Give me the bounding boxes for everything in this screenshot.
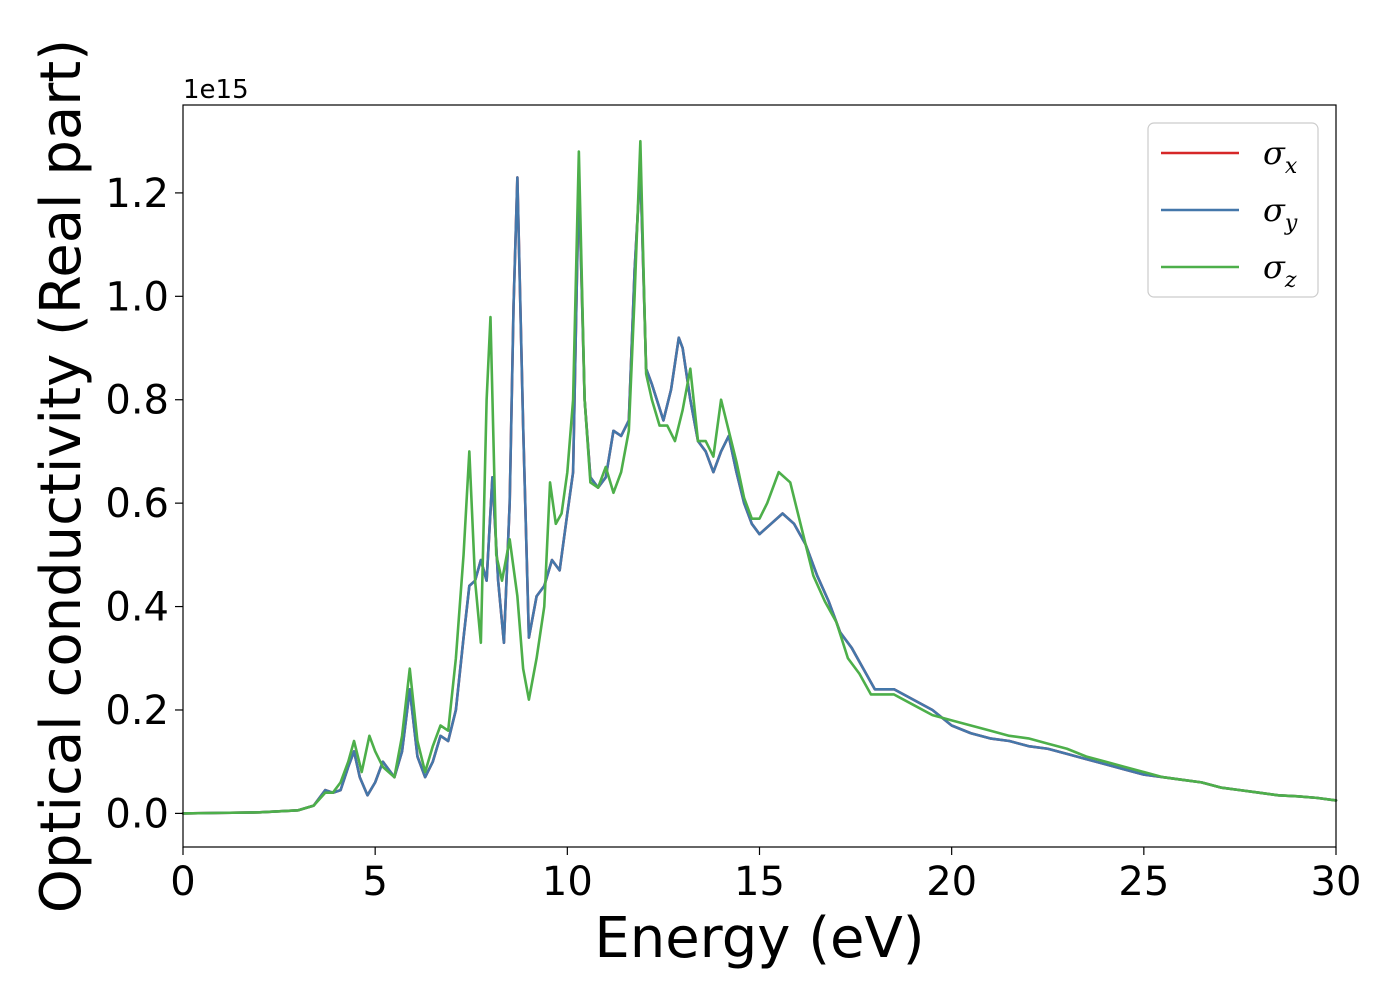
legend-label-z: σz	[1263, 248, 1297, 293]
y-tick-label: 0.2	[105, 688, 169, 734]
x-tick-label: 25	[1118, 859, 1169, 905]
y-tick-label: 1.0	[105, 274, 169, 320]
y-tick-label: 1.2	[105, 171, 169, 217]
x-axis-label: Energy (eV)	[594, 906, 924, 971]
x-tick-label: 0	[170, 859, 195, 905]
y-offset-label: 1e15	[183, 75, 249, 105]
plot-area	[183, 105, 1336, 847]
y-axis: 0.0 0.2 0.4 0.6 0.8 1.0 1.2	[105, 171, 183, 837]
y-tick-label: 0.4	[105, 585, 169, 631]
y-tick-label: 0.0	[105, 791, 169, 837]
x-tick-label: 15	[734, 859, 785, 905]
series-layer	[181, 139, 1338, 815]
legend: σx σy σz	[1147, 122, 1319, 298]
y-tick-label: 0.8	[105, 378, 169, 424]
series-line-z	[181, 139, 1338, 815]
x-tick-label: 30	[1311, 859, 1362, 905]
legend-label-y: σy	[1263, 191, 1298, 236]
x-axis: 0 5 10 15 20 25 30	[170, 847, 1361, 905]
y-tick-label: 0.6	[105, 481, 169, 527]
y-axis-label: Optical conductivity (Real part)	[29, 39, 94, 913]
x-tick-label: 10	[542, 859, 593, 905]
legend-label-x: σx	[1263, 134, 1298, 179]
x-tick-label: 20	[926, 859, 977, 905]
x-tick-label: 5	[362, 859, 387, 905]
